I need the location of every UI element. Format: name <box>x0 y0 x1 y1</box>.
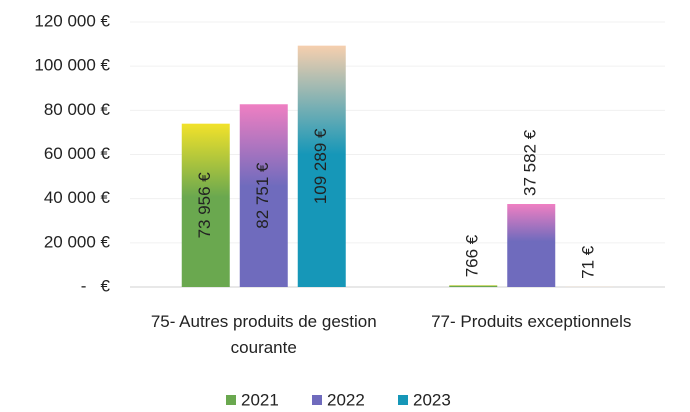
x-tick-label: 77- Produits exceptionnels <box>431 312 632 331</box>
y-tick-label: 60 000 € <box>44 144 111 163</box>
value-label: 73 956 € <box>195 172 214 239</box>
y-tick-label: - € <box>81 276 111 295</box>
value-label: 766 € <box>463 234 482 277</box>
legend-swatch <box>312 395 322 405</box>
bar <box>449 285 498 287</box>
y-tick-label: 80 000 € <box>44 100 111 119</box>
value-label: 109 289 € <box>311 128 330 204</box>
legend-label: 2023 <box>413 390 451 409</box>
y-tick-label: 40 000 € <box>44 188 111 207</box>
y-tick-label: 100 000 € <box>34 56 110 75</box>
bar <box>507 204 556 287</box>
legend-label: 2022 <box>327 390 365 409</box>
y-tick-label: 20 000 € <box>44 232 111 251</box>
value-label: 71 € <box>579 245 598 279</box>
legend-swatch <box>226 395 236 405</box>
value-label: 82 751 € <box>253 162 272 229</box>
bar <box>297 45 346 287</box>
y-tick-label: 120 000 € <box>34 11 110 30</box>
value-label: 37 582 € <box>521 129 540 196</box>
bar <box>239 104 288 287</box>
bar <box>181 123 230 287</box>
legend-swatch <box>398 395 408 405</box>
x-tick-label: 75- Autres produits de gestion courante <box>150 312 377 357</box>
legend-label: 2021 <box>241 390 279 409</box>
